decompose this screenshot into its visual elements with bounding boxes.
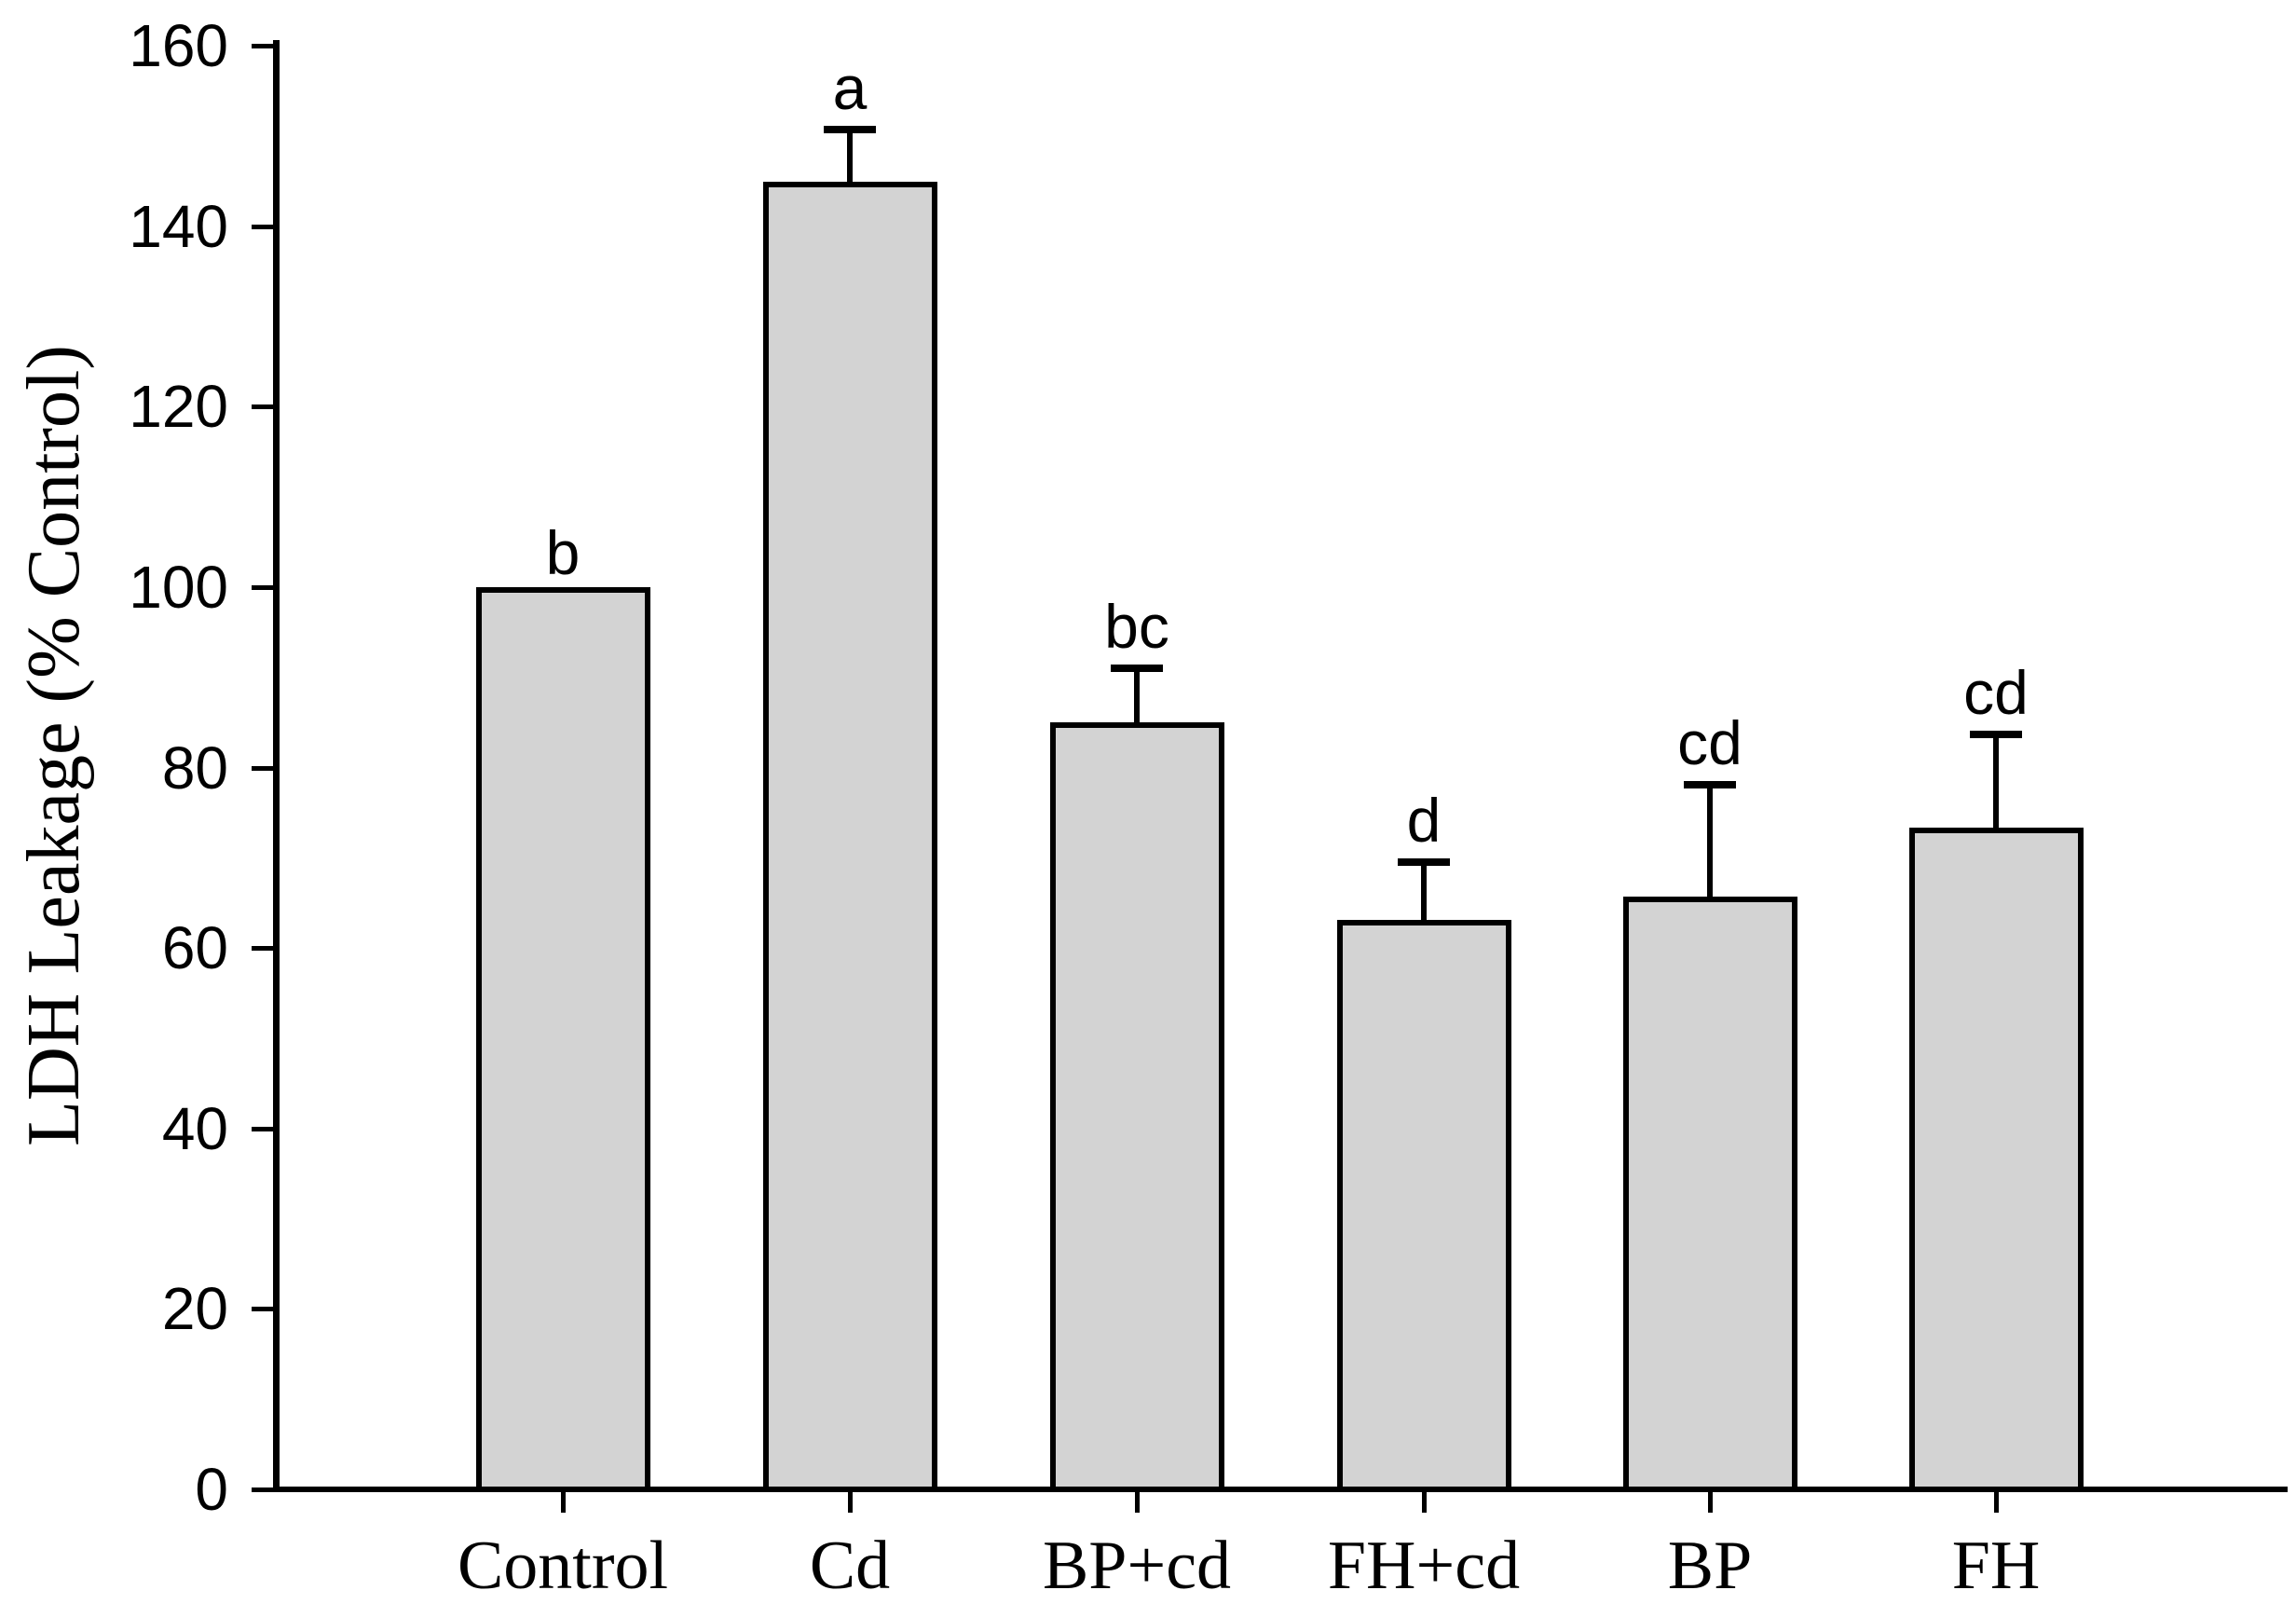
y-axis-line [273,40,280,1492]
x-category-label-BP+cd: BP+cd [1042,1528,1232,1604]
y-tick-label-140: 140 [129,193,228,260]
bar-BP+cd [1049,722,1224,1492]
error-bar-line-FH+cd [1421,862,1427,925]
y-tick-40 [252,1127,276,1131]
y-tick-80 [252,766,276,771]
error-bar-line-Cd [847,130,853,187]
y-tick-0 [252,1487,276,1492]
significance-letter-FH: cd [1963,658,2029,727]
y-tick-label-120: 120 [129,373,228,440]
error-bar-cap-FH [1970,731,2022,738]
x-tick-Control [561,1492,566,1513]
error-bar-cap-FH+cd [1398,858,1450,866]
significance-letter-Cd: a [832,53,868,122]
x-category-label-BP: BP [1667,1528,1753,1604]
significance-letter-BP: cd [1677,708,1742,777]
y-tick-label-160: 160 [129,12,228,79]
y-tick-label-80: 80 [161,734,228,802]
y-tick-100 [252,585,276,590]
error-bar-cap-Cd [824,126,876,133]
x-tick-BP [1708,1492,1713,1513]
x-category-label-Control: Control [457,1528,669,1604]
significance-letter-Control: b [545,518,581,587]
significance-letter-BP+cd: bc [1104,592,1169,661]
x-tick-Cd [848,1492,853,1513]
y-tick-140 [252,225,276,229]
x-category-label-FH: FH [1951,1528,2041,1604]
x-category-label-Cd: Cd [809,1528,891,1604]
x-tick-BP+cd [1135,1492,1140,1513]
y-tick-label-60: 60 [161,914,228,981]
x-category-label-FH+cd: FH+cd [1327,1528,1521,1604]
error-bar-line-FH [1993,734,1999,833]
bar-Control [475,587,650,1492]
error-bar-cap-BP+cd [1111,665,1163,672]
bar-FH [1908,828,2084,1492]
y-tick-160 [252,44,276,48]
x-tick-FH+cd [1422,1492,1427,1513]
error-bar-cap-BP [1684,781,1736,788]
bar-BP [1622,897,1797,1492]
x-axis-line [273,1487,2288,1492]
bar-FH+cd [1336,920,1511,1492]
y-tick-label-40: 40 [161,1095,228,1162]
x-tick-FH [1994,1492,1999,1513]
y-tick-label-100: 100 [129,554,228,621]
error-bar-line-BP [1707,785,1713,902]
error-bar-line-BP+cd [1134,668,1140,728]
y-tick-label-0: 0 [195,1456,228,1523]
y-tick-20 [252,1307,276,1311]
bar-Cd [762,182,937,1492]
y-tick-120 [252,404,276,409]
significance-letter-FH+cd: d [1406,786,1442,855]
y-tick-label-20: 20 [161,1275,228,1342]
y-tick-60 [252,946,276,951]
